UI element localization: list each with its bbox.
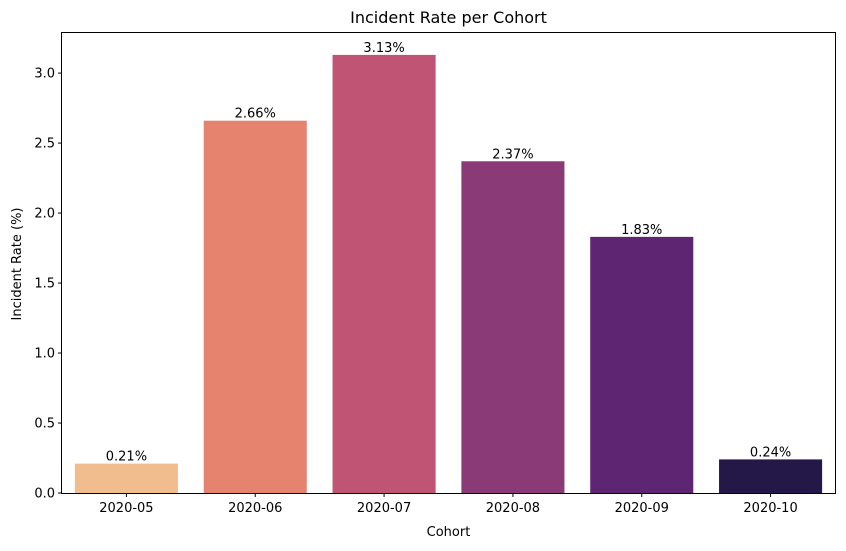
y-tick-label-2.5: 2.5 — [34, 137, 55, 152]
bar-2020-07 — [332, 54, 436, 494]
y-tick-label-1.0: 1.0 — [34, 347, 55, 362]
data-label-2020-10: 0.24% — [750, 445, 791, 460]
data-labels-layer: 0.21% 2.66% 3.13% 2.37% 1.83% 0.24% — [106, 41, 791, 465]
bar-2020-09 — [590, 236, 694, 494]
x-tick-label-2020-10: 2020-10 — [743, 501, 797, 516]
bar-2020-06 — [203, 120, 307, 493]
y-tick-label-2.0: 2.0 — [34, 207, 55, 222]
data-label-2020-06: 2.66% — [235, 107, 276, 122]
y-tick-label-0.5: 0.5 — [34, 417, 55, 432]
chart-title: Incident Rate per Cohort — [350, 8, 547, 27]
plot-area-frame — [61, 32, 836, 494]
x-axis-label: Cohort — [427, 525, 471, 540]
x-tick-label-2020-09: 2020-09 — [615, 501, 669, 516]
data-label-2020-09: 1.83% — [621, 223, 662, 238]
bar-2020-10 — [719, 459, 823, 493]
x-tick-label-2020-07: 2020-07 — [357, 501, 411, 516]
x-tick-label-2020-05: 2020-05 — [99, 501, 153, 516]
data-label-2020-07: 3.13% — [363, 41, 404, 56]
y-tick-label-3.0: 3.0 — [34, 67, 55, 82]
x-tick-label-2020-06: 2020-06 — [228, 501, 282, 516]
data-label-2020-05: 0.21% — [106, 450, 147, 465]
ticks-layer: 2020-05 2020-06 2020-07 2020-08 2020-09 2020-… — [34, 67, 797, 516]
x-tick-label-2020-08: 2020-08 — [486, 501, 540, 516]
data-label-2020-08: 2.37% — [492, 147, 533, 162]
bar-2020-05 — [74, 463, 178, 493]
y-tick-label-1.5: 1.5 — [34, 277, 55, 292]
y-tick-label-0.0: 0.0 — [34, 487, 55, 502]
bar-2020-08 — [461, 161, 565, 493]
y-axis-label: Incident Rate (%) — [10, 208, 25, 321]
bars-layer — [74, 54, 823, 494]
